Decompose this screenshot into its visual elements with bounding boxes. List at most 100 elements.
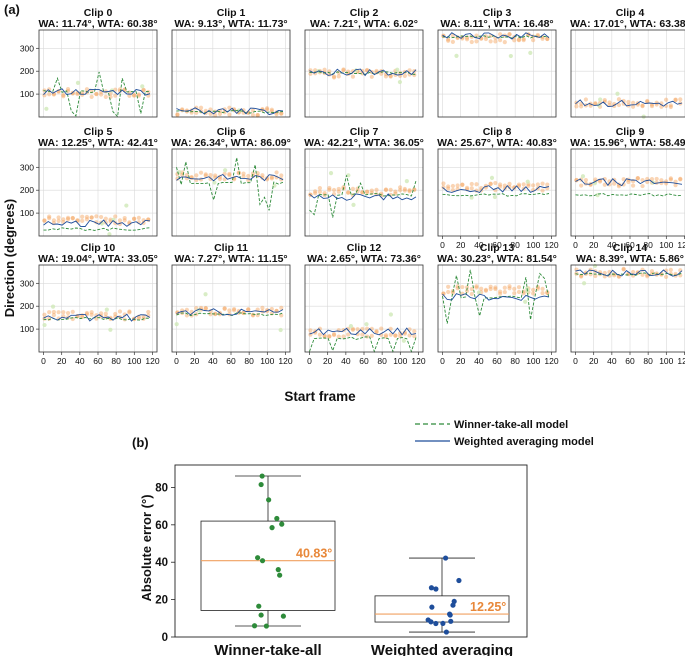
scatter-point-7-19	[398, 188, 403, 193]
scatter-point-12-20	[402, 330, 407, 335]
scatter-point-3-40	[521, 38, 526, 43]
wa-line-6	[176, 173, 284, 182]
xtick-label-12-1: 20	[323, 356, 333, 366]
scatter-point-1-42	[265, 106, 270, 111]
wa-line-11	[176, 308, 284, 316]
scatter-point-6-21	[274, 170, 279, 175]
wa-line-10	[43, 313, 151, 322]
scatter-point-7-13	[369, 188, 374, 193]
wa-line-7	[309, 193, 417, 201]
scatter-point-4-25	[583, 97, 588, 102]
clip-subtitle-13: WA: 30.23°, WTA: 81.54°	[437, 253, 557, 265]
xtick-label-8-5: 100	[526, 240, 540, 250]
scatter-point-3-2	[450, 39, 455, 44]
clip-frame-1	[171, 29, 291, 118]
scatter-point-8-10	[488, 181, 493, 187]
scatter-point-13-21	[540, 286, 545, 291]
box-point-1-9	[429, 604, 435, 610]
scatter-point-12-41	[393, 333, 398, 338]
scatter-point-3-36	[502, 40, 507, 45]
scatter-point-8-24	[446, 184, 451, 189]
clip-panel-2: Clip 2WA: 7.21°, WTA: 6.02°	[304, 7, 424, 118]
scatter-point-6-37	[241, 174, 246, 179]
scatter-point-14-4	[593, 273, 598, 279]
scatter-outlier-4-2	[641, 114, 646, 119]
scatter-point-13-0	[441, 291, 446, 296]
scatter-outlier-10-0	[104, 307, 109, 312]
scatter-point-2-37	[374, 68, 379, 74]
scatter-point-8-35	[497, 182, 503, 187]
scatter-point-2-16	[383, 71, 389, 77]
box-point-0-2	[251, 623, 258, 629]
scatter-point-8-27	[460, 182, 465, 187]
scatter-outlier-11-2	[278, 327, 283, 333]
scatter-point-13-24	[446, 284, 451, 289]
scatter-point-5-4	[61, 217, 66, 222]
scatter-point-7-40	[388, 187, 393, 192]
scatter-point-4-21	[673, 97, 678, 102]
xtick-label-10-1: 20	[57, 356, 67, 366]
scatter-point-13-5	[464, 285, 470, 290]
scatter-point-7-27	[327, 185, 332, 191]
scatter-point-0-7	[75, 91, 80, 97]
scatter-point-12-10	[355, 327, 360, 332]
scatter-point-8-41	[526, 183, 531, 189]
scatter-point-13-43	[535, 284, 540, 290]
xtick-label-12-0: 0	[307, 356, 312, 366]
scatter-point-11-23	[175, 310, 180, 315]
scatter-point-13-9	[483, 287, 489, 292]
scatter-point-2-26	[322, 67, 327, 72]
scatter-point-1-17	[255, 112, 260, 118]
box-0: 40.83° Winner-take-all	[200, 473, 336, 656]
clip-subtitle-5: WA: 12.25°, WTA: 42.41°	[38, 137, 158, 149]
scatter-point-5-0	[42, 218, 47, 223]
scatter-point-11-25	[184, 313, 189, 318]
scatter-outlier-9-3	[580, 174, 586, 179]
scatter-point-8-7	[474, 182, 479, 187]
scatter-point-6-36	[236, 170, 241, 175]
box-median-label-0: 40.83°	[296, 547, 332, 561]
legend: Winner-take-all model Weighted averaging…	[415, 419, 594, 448]
scatter-point-8-26	[455, 183, 460, 188]
scatter-point-5-19	[132, 216, 137, 221]
scatter-outlier-7-0	[351, 202, 356, 208]
scatter-point-8-39	[516, 182, 522, 187]
scatter-point-7-21	[407, 189, 412, 194]
xtick-label-13-0: 0	[440, 356, 445, 366]
scatter-point-8-0	[441, 181, 446, 186]
scatter-point-14-14	[640, 272, 645, 277]
scatter-point-13-27	[460, 284, 465, 290]
box-point-0-3	[256, 603, 262, 609]
scatter-point-5-38	[113, 214, 118, 219]
clip-panel-3: Clip 3WA: 8.11°, WTA: 16.48°	[437, 7, 557, 118]
scatter-point-6-29	[203, 172, 208, 177]
scatter-point-8-6	[469, 186, 474, 191]
scatter-point-8-28	[464, 185, 470, 190]
scatter-point-2-43	[402, 73, 407, 79]
xtick-label-13-6: 120	[544, 356, 558, 366]
xtick-label-13-1: 20	[456, 356, 466, 366]
scatter-point-2-21	[407, 68, 412, 73]
scatter-point-12-31	[346, 326, 351, 331]
scatter-point-0-21	[141, 88, 146, 93]
clip-subtitle-11: WA: 7.27°, WTA: 11.15°	[174, 253, 287, 265]
scatter-point-3-6	[469, 39, 474, 45]
scatter-point-13-34	[493, 286, 498, 292]
xtick-label-11-0: 0	[174, 356, 179, 366]
panel-a-grid: Clip 0WA: 11.74°, WTA: 60.38°100200300Cl…	[20, 7, 685, 366]
scatter-point-10-25	[51, 309, 56, 315]
scatter-point-1-40	[255, 113, 260, 118]
wa-line-4	[575, 99, 683, 107]
scatter-point-13-35	[497, 289, 503, 294]
scatter-point-6-6	[203, 173, 208, 178]
scatter-point-6-45	[279, 173, 284, 178]
clip-title-8: Clip 8	[483, 126, 512, 138]
scatter-point-4-44	[673, 97, 678, 103]
box-category-label-0: Winner-take-all	[214, 642, 321, 656]
scatter-point-8-40	[521, 182, 526, 187]
scatter-point-13-37	[507, 286, 512, 291]
scatter-point-12-13	[369, 333, 374, 338]
scatter-point-5-33	[89, 215, 94, 220]
box-point-1-6	[428, 585, 435, 591]
